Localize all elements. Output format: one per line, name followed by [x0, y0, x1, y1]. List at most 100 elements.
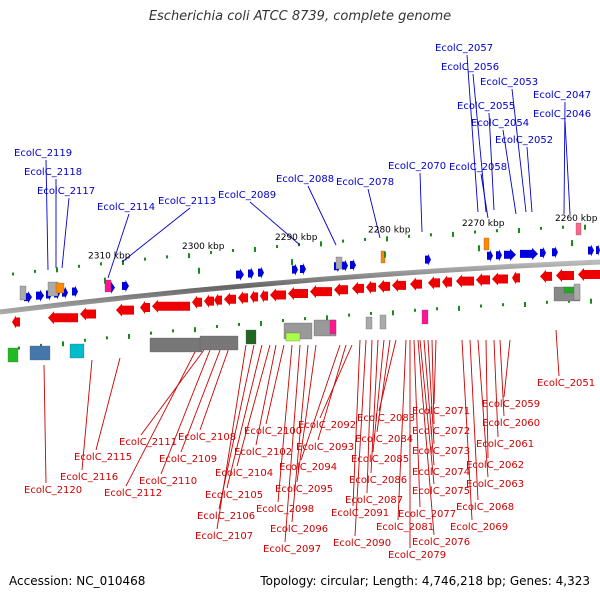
lower-gene-label[interactable]: EcolC_2107 [195, 531, 253, 542]
lower-gene-label[interactable]: EcolC_2072 [412, 426, 470, 437]
annotation-box[interactable] [285, 332, 301, 342]
forward-gene[interactable] [300, 263, 306, 275]
reverse-gene[interactable] [224, 292, 236, 306]
annotation-box[interactable] [104, 279, 112, 293]
forward-gene[interactable] [588, 244, 594, 257]
reverse-gene[interactable] [12, 315, 20, 329]
lower-gene-label[interactable]: EcolC_2083 [357, 413, 415, 424]
reverse-gene[interactable] [270, 288, 286, 302]
annotation-box[interactable] [199, 335, 239, 351]
upper-gene-label[interactable]: EcolC_2088 [276, 174, 334, 185]
reverse-gene[interactable] [578, 267, 600, 281]
lower-gene-label[interactable]: EcolC_2084 [355, 434, 413, 445]
annotation-box[interactable] [55, 282, 65, 294]
reverse-gene[interactable] [192, 295, 202, 309]
lower-gene-label[interactable]: EcolC_2109 [159, 454, 217, 465]
reverse-gene[interactable] [238, 291, 248, 305]
upper-gene-label[interactable]: EcolC_2058 [449, 162, 507, 173]
upper-gene-label[interactable]: EcolC_2057 [435, 43, 493, 54]
annotation-box[interactable] [7, 347, 19, 363]
lower-gene-label[interactable]: EcolC_2077 [398, 509, 456, 520]
lower-gene-label[interactable]: EcolC_2062 [466, 460, 524, 471]
lower-gene-label[interactable]: EcolC_2051 [537, 378, 595, 389]
forward-gene[interactable] [520, 247, 538, 260]
lower-gene-label[interactable]: EcolC_2059 [482, 399, 540, 410]
lower-gene-label[interactable]: EcolC_2098 [256, 504, 314, 515]
lower-gene-label[interactable]: EcolC_2108 [178, 432, 236, 443]
upper-gene-label[interactable]: EcolC_2052 [495, 135, 553, 146]
lower-gene-label[interactable]: EcolC_2100 [244, 426, 302, 437]
upper-gene-label[interactable]: EcolC_2114 [97, 202, 155, 213]
lower-gene-label[interactable]: EcolC_2093 [296, 442, 354, 453]
upper-gene-label[interactable]: EcolC_2113 [158, 196, 216, 207]
lower-gene-label[interactable]: EcolC_2102 [234, 447, 292, 458]
reverse-gene[interactable] [366, 280, 376, 294]
upper-gene-label[interactable]: EcolC_2047 [533, 90, 591, 101]
lower-gene-label[interactable]: EcolC_2096 [270, 524, 328, 535]
lower-gene-label[interactable]: EcolC_2079 [388, 550, 446, 561]
lower-gene-label[interactable]: EcolC_2074 [412, 467, 470, 478]
reverse-gene[interactable] [310, 285, 332, 299]
lower-gene-label[interactable]: EcolC_2081 [376, 522, 434, 533]
reverse-gene[interactable] [334, 283, 348, 297]
annotation-box[interactable] [245, 329, 257, 345]
reverse-gene[interactable] [378, 279, 390, 293]
lower-gene-label[interactable]: EcolC_2071 [412, 406, 470, 417]
lower-gene-label[interactable]: EcolC_2116 [60, 472, 118, 483]
reverse-gene[interactable] [492, 272, 508, 286]
reverse-gene[interactable] [204, 294, 214, 308]
reverse-gene[interactable] [540, 269, 552, 283]
forward-gene[interactable] [350, 259, 356, 271]
annotation-box[interactable] [329, 319, 337, 335]
reverse-gene[interactable] [250, 290, 258, 304]
reverse-gene[interactable] [428, 276, 440, 290]
lower-gene-label[interactable]: EcolC_2115 [74, 452, 132, 463]
lower-gene-label[interactable]: EcolC_2112 [104, 488, 162, 499]
annotation-box[interactable] [483, 237, 490, 251]
annotation-box[interactable] [563, 286, 575, 294]
annotation-box[interactable] [573, 283, 581, 301]
lower-gene-label[interactable]: EcolC_2104 [215, 468, 273, 479]
lower-gene-label[interactable]: EcolC_2075 [412, 486, 470, 497]
annotation-box[interactable] [19, 285, 27, 301]
reverse-gene[interactable] [410, 277, 422, 291]
lower-gene-label[interactable]: EcolC_2120 [24, 485, 82, 496]
forward-gene[interactable] [552, 246, 558, 259]
lower-gene-label[interactable]: EcolC_2069 [450, 522, 508, 533]
lower-gene-label[interactable]: EcolC_2090 [333, 538, 391, 549]
reverse-gene[interactable] [392, 278, 406, 292]
forward-gene[interactable] [540, 246, 546, 259]
upper-gene-label[interactable]: EcolC_2078 [336, 177, 394, 188]
lower-gene-label[interactable]: EcolC_2060 [482, 418, 540, 429]
forward-gene[interactable] [72, 285, 78, 298]
annotation-box[interactable] [575, 222, 582, 236]
lower-gene-label[interactable]: EcolC_2063 [466, 479, 524, 490]
lower-gene-label[interactable]: EcolC_2110 [139, 476, 197, 487]
upper-gene-label[interactable]: EcolC_2119 [14, 148, 72, 159]
reverse-gene[interactable] [556, 269, 574, 283]
reverse-gene[interactable] [214, 293, 222, 307]
forward-gene[interactable] [292, 263, 298, 276]
upper-gene-label[interactable]: EcolC_2055 [457, 101, 515, 112]
reverse-gene[interactable] [140, 301, 150, 315]
reverse-gene[interactable] [442, 275, 452, 289]
reverse-gene[interactable] [80, 307, 96, 321]
forward-gene[interactable] [236, 268, 244, 281]
lower-gene-label[interactable]: EcolC_2068 [456, 502, 514, 513]
forward-gene[interactable] [122, 279, 129, 292]
reverse-gene[interactable] [260, 289, 268, 303]
reverse-gene[interactable] [512, 271, 520, 285]
annotation-box[interactable] [149, 337, 203, 353]
lower-gene-label[interactable]: EcolC_2091 [331, 508, 389, 519]
forward-gene[interactable] [36, 289, 44, 302]
lower-gene-label[interactable]: EcolC_2094 [279, 462, 337, 473]
annotation-box[interactable] [421, 309, 429, 325]
forward-gene[interactable] [258, 266, 264, 279]
annotation-box[interactable] [365, 316, 373, 330]
forward-gene[interactable] [342, 259, 348, 272]
reverse-gene[interactable] [152, 299, 190, 313]
upper-gene-label[interactable]: EcolC_2056 [441, 62, 499, 73]
forward-gene[interactable] [248, 267, 254, 280]
reverse-gene[interactable] [476, 273, 490, 287]
